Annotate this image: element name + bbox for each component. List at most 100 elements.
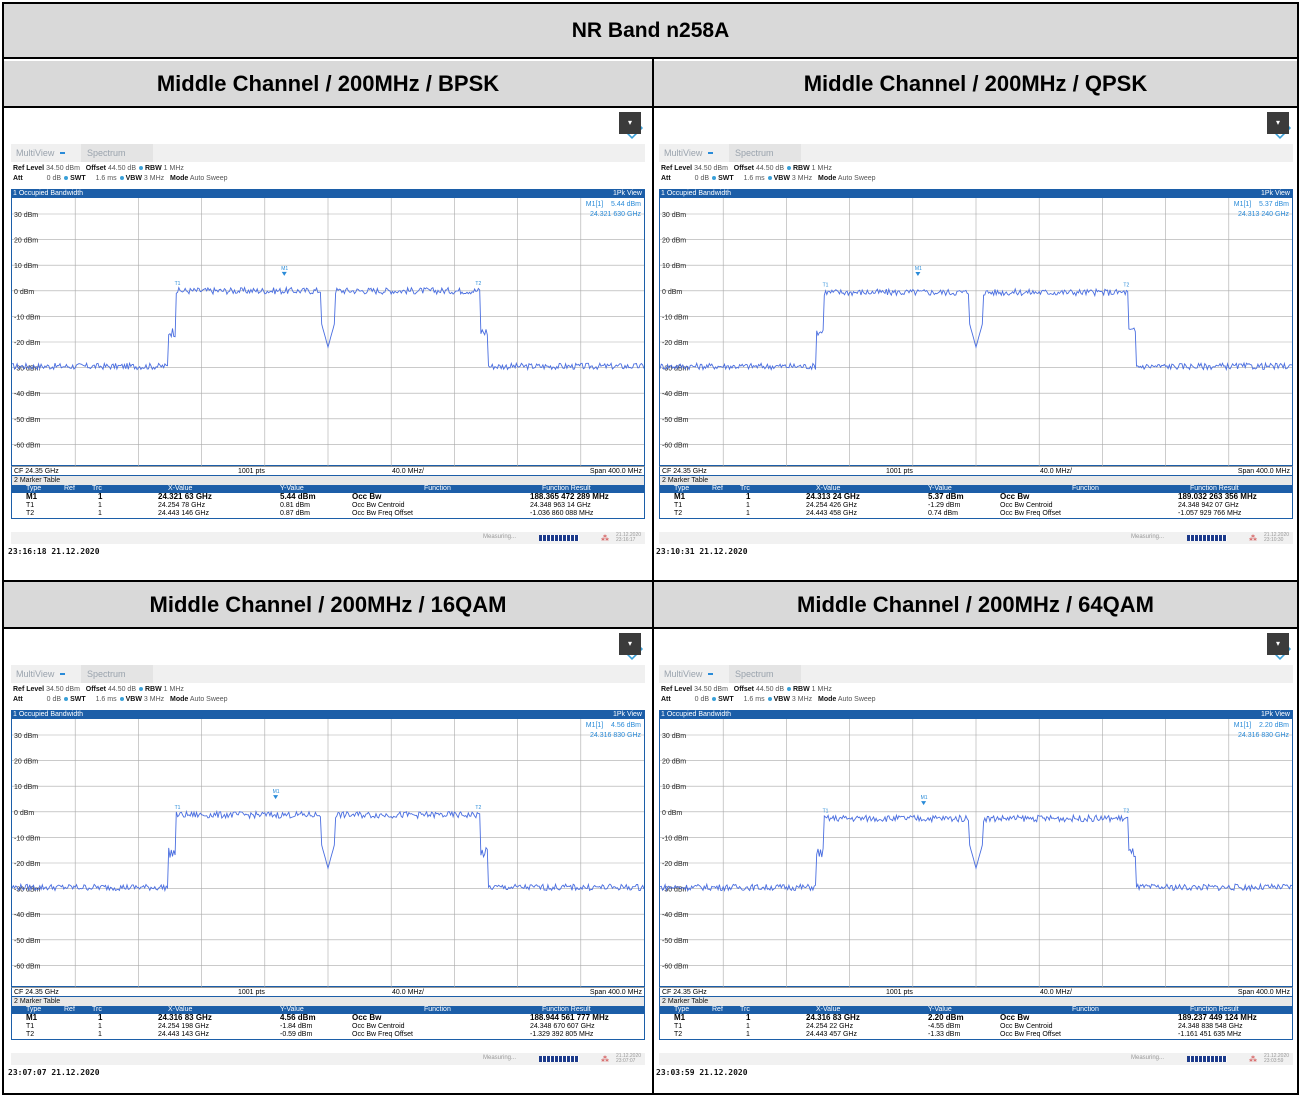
marker-table-row: M1 1 24.313 24 GHz 5.37 dBm Occ Bw 189.032 26… [660,493,1292,501]
y-tick-label: -30 dBm [14,366,41,373]
marker-table-header: Type Ref Trc X-Value Y-Value Function Fu… [12,485,644,493]
marker-table-header: Type Ref Trc X-Value Y-Value Function Fu… [660,1006,1292,1014]
cell-x: 24.254 78 GHz [158,502,206,509]
cell-trc: 1 [98,1031,102,1038]
measuring-status: Measuring... [1131,534,1165,540]
marker-table-row: T1 1 24.254 198 GHz -1.84 dBm Occ Bw Centroi… [12,1023,644,1031]
tab-multiview[interactable]: MultiView [11,665,74,683]
tab-multiview[interactable]: MultiView [659,144,722,162]
cell-fn: Occ Bw [1000,1013,1030,1022]
cell-x: 24.254 426 GHz [806,502,857,509]
cell-trc: 1 [98,1023,102,1030]
cell-fn: Occ Bw [1000,492,1030,501]
y-tick-label: -60 dBm [14,442,41,449]
cell-x: 24.313 24 GHz [806,492,860,501]
y-tick-label: -30 dBm [662,887,689,894]
cell-type: M1 [674,492,686,501]
warning-icon: ⁂ [1249,1055,1257,1064]
cell-type: T2 [26,510,35,517]
spectrum-plot[interactable]: 30 dBm 20 dBm 10 dBm 0 dBm -10 dBm -20 dBm -30… [11,719,645,987]
y-tick-label: 20 dBm [14,759,38,766]
cell-res: -1.329 392 805 MHz [530,1031,594,1038]
status-bar: Measuring... ⁂ 21.12.2020 23:10:30 [659,532,1293,544]
tab-spectrum[interactable]: Spectrum [729,144,801,162]
y-tick-label: -50 dBm [14,938,41,945]
cell-x: 24.254 198 GHz [158,1023,209,1030]
cell-y: 0.87 dBm [280,510,310,517]
y-tick-label: 0 dBm [662,289,682,296]
sweep-points: 1001 pts [886,989,913,996]
cell-fn: Occ Bw Centroid [352,502,405,509]
y-tick-label: -30 dBm [14,887,41,894]
cell-x: 24.443 458 GHz [806,510,857,517]
cell-type: T1 [26,502,35,509]
tab-menu-button[interactable]: ▾ [619,112,641,134]
marker-table-row: T2 1 24.443 143 GHz -0.59 dBm Occ Bw Freq Of… [12,1031,644,1039]
status-bar: Measuring... ⁂ 21.12.2020 23:03:59 [659,1053,1293,1065]
cell-y: -1.84 dBm [280,1023,313,1030]
cell-y: -4.55 dBm [928,1023,961,1030]
y-tick-label: -10 dBm [14,314,41,321]
span-value: Span 400.0 MHz [1237,989,1290,996]
y-tick-label: -60 dBm [14,963,41,970]
table-title: NR Band n258A [4,4,1297,59]
cell-x: 24.443 143 GHz [158,1031,209,1038]
warning-icon: ⁂ [601,1055,609,1064]
cell-res: -1.057 929 766 MHz [1178,510,1242,517]
frequency-division: 40.0 MHz/ [1040,989,1072,996]
view-mode-label: 1Pk View [612,711,642,718]
tab-multiview[interactable]: MultiView [11,144,74,162]
tab-spectrum[interactable]: Spectrum [729,665,801,683]
y-tick-label: 0 dBm [14,289,34,296]
cell-y: -0.59 dBm [280,1031,313,1038]
tab-spectrum[interactable]: Spectrum [81,144,153,162]
spectrum-trace [12,809,644,893]
marker-m1-label: M1 [921,795,928,801]
tab-menu-button[interactable]: ▾ [1267,112,1289,134]
marker-table-row: M1 1 24.316 83 GHz 4.56 dBm Occ Bw 188.944 56… [12,1014,644,1022]
spectrum-trace-svg: 30 dBm 20 dBm 10 dBm 0 dBm -10 dBm -20 dBm -30… [660,198,1292,466]
cell-fn: Occ Bw Freq Offset [352,1031,413,1038]
marker-table-row: T2 1 24.443 458 GHz 0.74 dBm Occ Bw Freq Off… [660,510,1292,518]
cell-x: 24.443 457 GHz [806,1031,857,1038]
spectrum-plot[interactable]: 30 dBm 20 dBm 10 dBm 0 dBm -10 dBm -20 dBm -30… [659,719,1293,987]
tab-menu-button[interactable]: ▾ [1267,633,1289,655]
marker-table: Type Ref Trc X-Value Y-Value Function Fu… [11,485,645,519]
marker-readout: M1[1] 5.44 dBm 24.321 630 GHz [585,201,641,218]
span-value: Span 400.0 MHz [1237,468,1290,475]
tab-menu-button[interactable]: ▾ [619,633,641,655]
marker-t1-label: T1 [823,282,829,288]
cell-trc: 1 [746,1013,751,1022]
y-tick-label: -20 dBm [662,340,689,347]
occupied-bandwidth-window-title: 1 Occupied Bandwidth 1Pk View [659,710,1293,719]
plot-footer: CF 24.35 GHz 1001 pts 40.0 MHz/ Span 400… [659,987,1293,997]
cell-res: 188.944 561 777 MHz [530,1013,609,1022]
marker-t1-label: T1 [175,281,181,287]
center-frequency: CF 24.35 GHz [662,989,707,996]
y-tick-label: -40 dBm [662,391,689,398]
cell-res: 24.348 670 607 GHz [530,1023,595,1030]
spectrum-plot[interactable]: 30 dBm 20 dBm 10 dBm 0 dBm -10 dBm -20 dBm -30… [659,198,1293,466]
tab-multiview[interactable]: MultiView [659,665,722,683]
marker-table: Type Ref Trc X-Value Y-Value Function Fu… [659,485,1293,519]
tab-indicator-icon [708,672,714,675]
cell-res: 24.348 942 07 GHz [1178,502,1239,509]
cell-trc: 1 [98,510,102,517]
cell-fn: Occ Bw Freq Offset [1000,1031,1061,1038]
cell-y: 0.74 dBm [928,510,958,517]
tab-bar: MultiView Spectrum [11,665,645,683]
tab-bar: MultiView Spectrum [659,144,1293,162]
cell-fn: Occ Bw Freq Offset [1000,510,1061,517]
analyzer-screenshot-64qam: MultiView Spectrum ▾ Ref Level 34.50 dBm… [654,631,1295,1084]
plot-footer: CF 24.35 GHz 1001 pts 40.0 MHz/ Span 400… [11,987,645,997]
marker-t2-label: T2 [475,281,481,287]
cell-res: 189.237 449 124 MHz [1178,1013,1257,1022]
tab-spectrum[interactable]: Spectrum [81,665,153,683]
cell-trc: 1 [746,502,750,509]
cell-trc: 1 [98,492,103,501]
y-tick-label: -10 dBm [14,835,41,842]
y-tick-label: 30 dBm [14,212,38,219]
spectrum-plot[interactable]: 30 dBm 20 dBm 10 dBm 0 dBm -10 dBm -20 dBm -30… [11,198,645,466]
marker-table-title: 2 Marker Table [11,997,645,1006]
cell-fn: Occ Bw Centroid [1000,502,1053,509]
